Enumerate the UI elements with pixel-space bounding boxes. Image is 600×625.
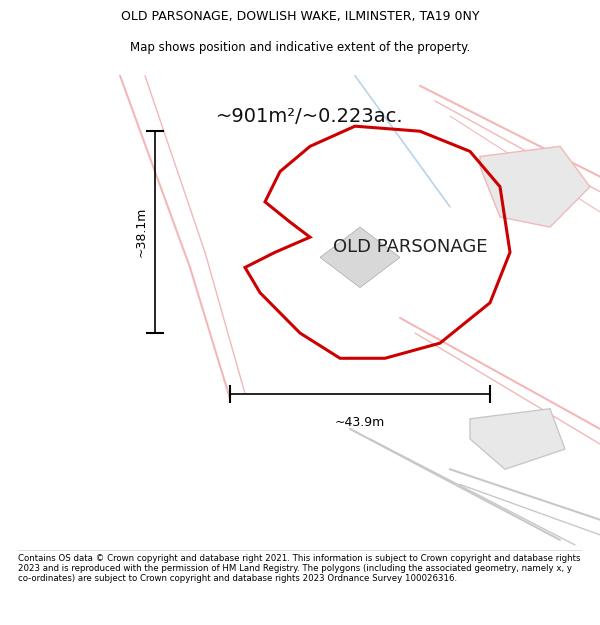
Text: OLD PARSONAGE, DOWLISH WAKE, ILMINSTER, TA19 0NY: OLD PARSONAGE, DOWLISH WAKE, ILMINSTER, …	[121, 10, 479, 23]
Text: Map shows position and indicative extent of the property.: Map shows position and indicative extent…	[130, 41, 470, 54]
Polygon shape	[470, 409, 565, 469]
Text: ~38.1m: ~38.1m	[134, 207, 148, 258]
Text: ~43.9m: ~43.9m	[335, 416, 385, 429]
Polygon shape	[320, 227, 400, 288]
Text: Contains OS data © Crown copyright and database right 2021. This information is : Contains OS data © Crown copyright and d…	[18, 554, 581, 583]
Text: OLD PARSONAGE: OLD PARSONAGE	[333, 238, 487, 256]
Polygon shape	[480, 146, 590, 227]
Text: ~901m²/~0.223ac.: ~901m²/~0.223ac.	[216, 107, 404, 126]
